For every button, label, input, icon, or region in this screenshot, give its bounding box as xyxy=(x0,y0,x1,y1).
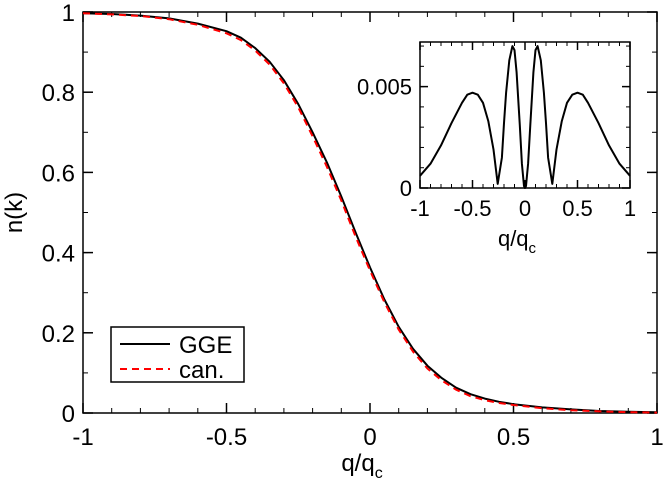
inset-xaxis-label-text: q/q xyxy=(498,226,529,251)
main-xaxis-label-sub: c xyxy=(375,465,383,482)
legend-label-can: can. xyxy=(179,357,224,384)
inset-xtick-label: -0.5 xyxy=(454,196,492,221)
inset-xtick-label: -1 xyxy=(410,196,430,221)
inset-frame xyxy=(419,41,631,189)
legend-label-gge: GGE xyxy=(179,332,232,359)
main-ytick-label: 0.2 xyxy=(42,321,75,348)
inset-xtick-label: 1 xyxy=(624,196,636,221)
main-ytick-label: 0.8 xyxy=(42,80,75,107)
main-ytick-label: 0 xyxy=(62,401,75,428)
inset-xtick-label: 0.5 xyxy=(562,196,593,221)
main-ytick-label: 0.4 xyxy=(42,241,75,268)
main-xtick-label: 1 xyxy=(650,424,663,451)
inset-plot: -1 -0.5 0 0.5 1 0 0.005 q/qc xyxy=(357,41,636,257)
main-yaxis-label: n(k) xyxy=(1,192,28,233)
legend-box xyxy=(110,326,245,383)
main-ytick-label: 0.6 xyxy=(42,160,75,187)
main-xaxis-label-text: q/q xyxy=(341,450,374,477)
main-xtick-label: 0 xyxy=(363,424,376,451)
inset-ytick-label: 0 xyxy=(400,176,412,201)
main-xtick-label: 0.5 xyxy=(497,424,530,451)
main-series-can xyxy=(82,12,658,414)
legend: GGE can. xyxy=(110,326,245,384)
inset-xtick-label: 0 xyxy=(519,196,531,221)
inset-series-difference xyxy=(419,45,631,189)
inset-ytick-label: 0.005 xyxy=(357,75,412,100)
main-ytick-label: 1 xyxy=(62,0,75,27)
main-xtick-label: -0.5 xyxy=(206,424,247,451)
main-xaxis-label: q/qc xyxy=(341,450,382,482)
inset-xaxis-label: q/qc xyxy=(498,226,537,257)
inset-xaxis-label-sub: c xyxy=(529,240,537,257)
main-xtick-label: -1 xyxy=(72,424,93,451)
